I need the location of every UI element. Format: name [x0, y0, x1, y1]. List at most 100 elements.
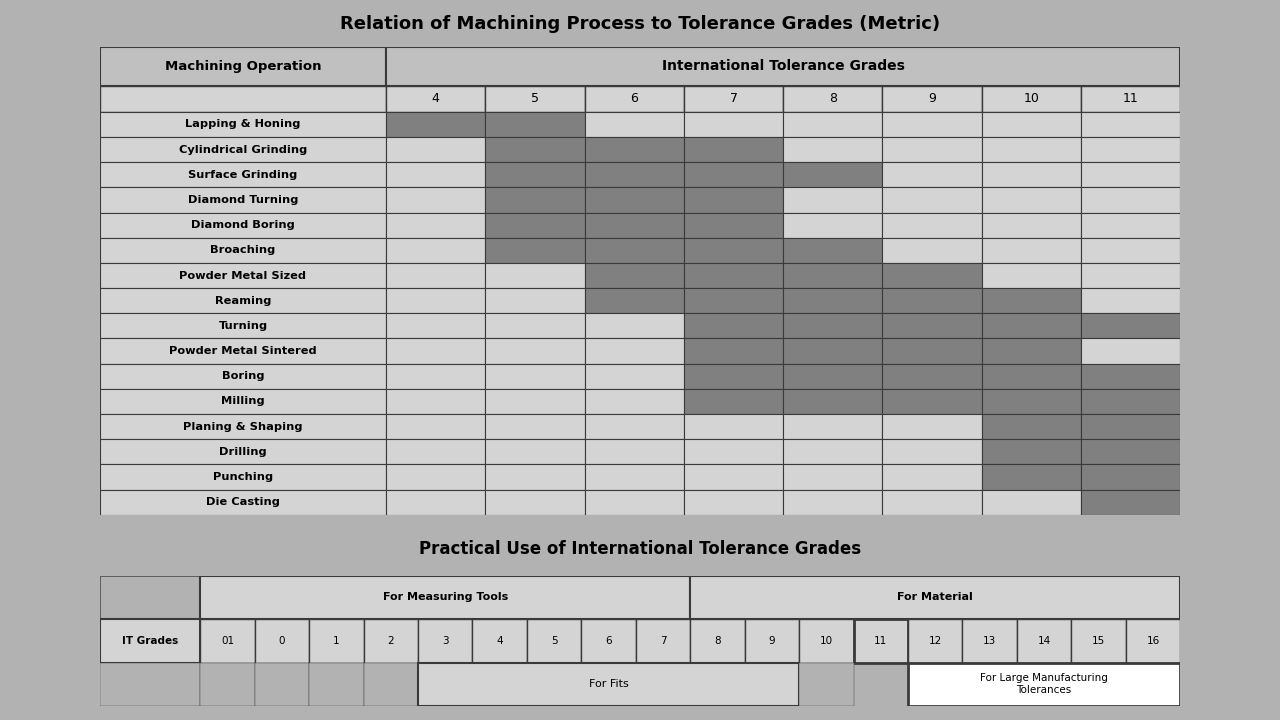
Bar [1080, 338, 1180, 364]
Bar [684, 313, 783, 338]
Bar [982, 212, 1080, 238]
Bar [485, 86, 585, 112]
Bar [585, 162, 684, 187]
Bar [585, 464, 684, 490]
Bar [882, 263, 982, 288]
Bar [684, 112, 783, 137]
Bar [684, 364, 783, 389]
Bar [387, 414, 485, 439]
Text: Diamond Boring: Diamond Boring [191, 220, 294, 230]
Bar [100, 187, 387, 212]
Bar [485, 137, 585, 162]
Bar [100, 414, 387, 439]
Bar [387, 439, 485, 464]
Bar [1080, 263, 1180, 288]
Bar [783, 112, 882, 137]
Bar [982, 263, 1080, 288]
Text: Die Casting: Die Casting [206, 498, 280, 507]
Bar [585, 414, 684, 439]
Bar [472, 618, 527, 663]
Text: Powder Metal Sized: Powder Metal Sized [179, 271, 306, 281]
Bar [485, 112, 585, 137]
Text: 8: 8 [828, 92, 837, 105]
Bar [310, 618, 364, 663]
Bar [882, 187, 982, 212]
Text: Practical Use of International Tolerance Grades: Practical Use of International Tolerance… [419, 540, 861, 557]
Bar [387, 238, 485, 263]
Text: 7: 7 [659, 636, 667, 646]
Bar [387, 137, 485, 162]
Bar [485, 263, 585, 288]
Text: Milling: Milling [221, 397, 265, 407]
Bar [982, 389, 1080, 414]
Bar [485, 338, 585, 364]
Bar [1080, 238, 1180, 263]
Bar [1080, 212, 1180, 238]
Text: Reaming: Reaming [215, 296, 271, 306]
Bar [255, 618, 310, 663]
Bar [1016, 618, 1071, 663]
Bar [485, 238, 585, 263]
Bar [585, 338, 684, 364]
Bar [1080, 187, 1180, 212]
Bar [485, 313, 585, 338]
Bar [100, 389, 387, 414]
Bar [485, 439, 585, 464]
Bar [485, 162, 585, 187]
Bar [100, 263, 387, 288]
Bar [387, 86, 485, 112]
Bar [1080, 464, 1180, 490]
Bar [585, 212, 684, 238]
Bar [100, 162, 387, 187]
Bar [684, 187, 783, 212]
Bar [100, 439, 387, 464]
Text: Surface Grinding: Surface Grinding [188, 170, 298, 180]
Text: 6: 6 [630, 92, 639, 105]
Bar [882, 439, 982, 464]
Text: 1: 1 [333, 636, 339, 646]
Bar [585, 187, 684, 212]
Text: 5: 5 [550, 636, 558, 646]
Text: 4: 4 [497, 636, 503, 646]
Text: 4: 4 [431, 92, 440, 105]
Bar [100, 464, 387, 490]
Bar [485, 414, 585, 439]
Bar [100, 238, 387, 263]
Bar [783, 490, 882, 515]
Bar [882, 112, 982, 137]
Bar [100, 576, 200, 618]
Bar [684, 238, 783, 263]
Text: For Large Manufacturing
Tolerances: For Large Manufacturing Tolerances [980, 673, 1108, 695]
Bar [684, 338, 783, 364]
Bar [585, 439, 684, 464]
Bar [854, 618, 908, 663]
Bar [1080, 112, 1180, 137]
Bar [783, 313, 882, 338]
Bar [982, 439, 1080, 464]
Bar [799, 618, 854, 663]
Bar [1080, 364, 1180, 389]
Text: 15: 15 [1092, 636, 1105, 646]
Text: Machining Operation: Machining Operation [165, 60, 321, 73]
Text: Punching: Punching [212, 472, 273, 482]
Text: Turning: Turning [219, 321, 268, 331]
Text: 11: 11 [874, 636, 887, 646]
Bar [387, 288, 485, 313]
Bar [100, 364, 387, 389]
Bar [1080, 288, 1180, 313]
Bar [690, 576, 1180, 618]
Bar [485, 389, 585, 414]
Bar [200, 663, 255, 706]
Text: For Measuring Tools: For Measuring Tools [383, 593, 508, 603]
Bar [684, 162, 783, 187]
Bar [585, 490, 684, 515]
Bar [982, 313, 1080, 338]
Bar [690, 618, 745, 663]
Bar [982, 112, 1080, 137]
Text: 3: 3 [442, 636, 448, 646]
Bar [982, 490, 1080, 515]
Bar [783, 187, 882, 212]
Bar [1080, 490, 1180, 515]
Bar [783, 389, 882, 414]
Bar [882, 338, 982, 364]
